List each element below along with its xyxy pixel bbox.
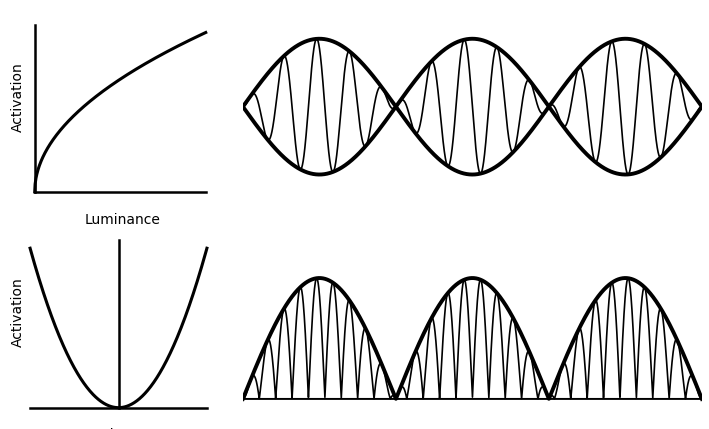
Text: Activation: Activation (11, 62, 26, 132)
Text: Luminance: Luminance (81, 428, 157, 429)
Text: Activation: Activation (11, 278, 26, 347)
Text: Luminance: Luminance (85, 212, 161, 227)
